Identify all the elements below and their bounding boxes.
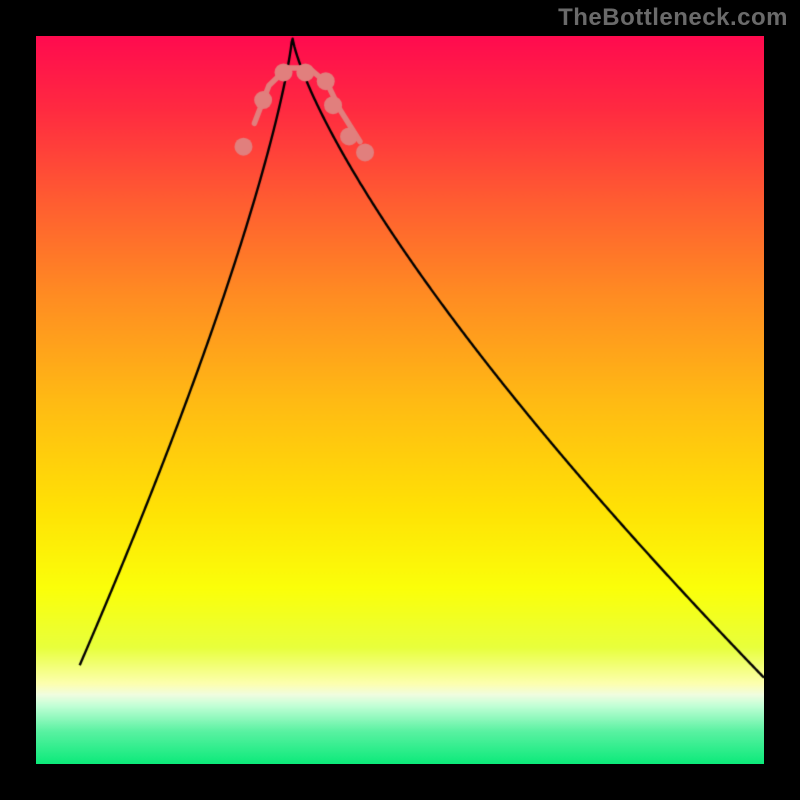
bottleneck-curve (36, 36, 764, 764)
plot-area (36, 36, 764, 764)
watermark-text: TheBottleneck.com (558, 4, 788, 32)
chart-stage: TheBottleneck.com (0, 0, 800, 800)
